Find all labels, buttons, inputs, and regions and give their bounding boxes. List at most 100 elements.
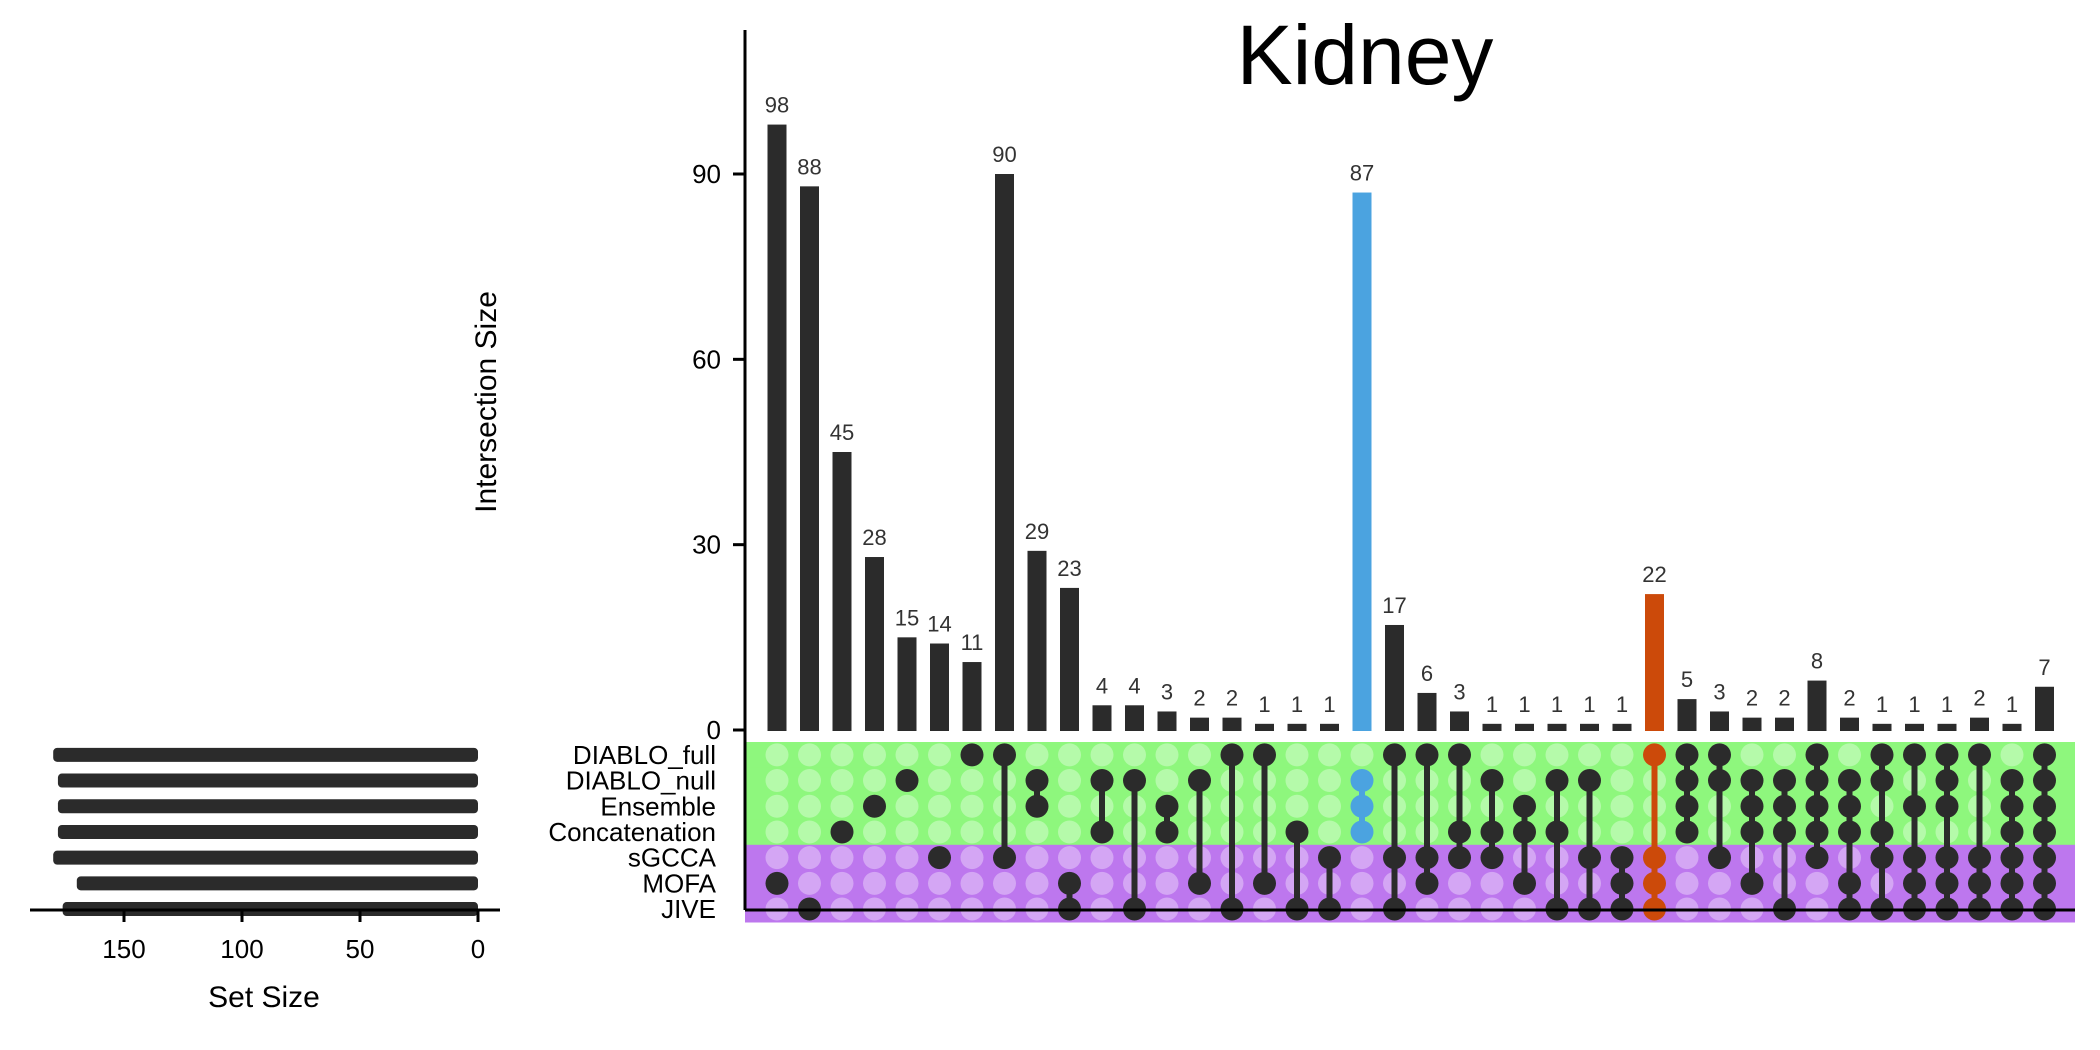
matrix-column	[1610, 743, 1634, 921]
matrix-empty-dot	[928, 820, 951, 844]
intersection-bar	[767, 124, 787, 732]
matrix-empty-dot	[1285, 769, 1309, 793]
matrix-member-dot	[1415, 846, 1439, 870]
set-name-labels: DIABLO_fullDIABLO_nullEnsembleConcatenat…	[548, 740, 716, 924]
matrix-empty-dot	[1513, 743, 1536, 767]
matrix-member-dot	[1838, 794, 1861, 818]
matrix-member-dot	[1480, 769, 1504, 793]
intersection-bar	[1807, 680, 1827, 731]
matrix-column	[1188, 743, 1211, 921]
matrix-member-dot	[1675, 820, 1699, 844]
matrix-empty-dot	[765, 820, 789, 844]
matrix-empty-dot	[1058, 743, 1081, 767]
matrix-empty-dot	[798, 820, 821, 844]
matrix-empty-dot	[1188, 743, 1211, 767]
intersection-count-label: 29	[1025, 519, 1049, 544]
intersection-bar	[1775, 717, 1794, 731]
matrix-member-dot	[1253, 743, 1276, 767]
matrix-column	[2000, 743, 2024, 921]
matrix-column	[1350, 743, 1374, 921]
matrix-member-dot	[1090, 769, 1114, 793]
intersection-count-label: 90	[992, 142, 1016, 167]
matrix-member-dot	[1805, 743, 1829, 767]
matrix-member-dot	[1448, 743, 1471, 767]
intersection-bar	[1872, 723, 1892, 731]
set-name-label: Ensemble	[600, 791, 716, 821]
matrix-column	[1155, 743, 1179, 921]
matrix-empty-dot	[1480, 743, 1504, 767]
matrix-column	[1285, 743, 1309, 921]
intersection-bar	[1515, 723, 1534, 731]
intersection-count-label: 5	[1681, 667, 1693, 692]
set-name-label: DIABLO_null	[566, 766, 716, 796]
intersection-count-label: 98	[765, 93, 789, 118]
intersection-y-ticks: 0 30 60 90	[692, 159, 745, 745]
matrix-member-dot	[1870, 820, 1894, 844]
intersection-count-label: 1	[1551, 692, 1563, 717]
matrix-empty-dot	[1318, 743, 1341, 767]
matrix-member-dot	[993, 846, 1016, 870]
matrix-empty-dot	[895, 846, 919, 870]
matrix-empty-dot	[863, 743, 886, 767]
set-size-axis-title: Set Size	[208, 981, 320, 1014]
intersection-bar	[1222, 717, 1242, 731]
matrix-member-dot	[2033, 769, 2056, 793]
matrix-empty-dot	[1058, 846, 1081, 870]
intersection-count-label: 2	[1778, 686, 1790, 711]
matrix-column	[1675, 743, 1699, 921]
matrix-empty-dot	[1058, 820, 1081, 844]
intersection-count-label: 22	[1642, 562, 1666, 587]
intersection-bar	[832, 452, 852, 731]
intersection-bar	[1710, 711, 1729, 731]
set-name-label: JIVE	[661, 894, 716, 924]
set-size-tick-label: 150	[102, 934, 145, 964]
matrix-member-dot	[2000, 846, 2024, 870]
matrix-empty-dot	[863, 769, 886, 793]
intersection-count-label: 11	[961, 630, 984, 655]
matrix-member-dot	[960, 743, 984, 767]
matrix-member-dot	[1578, 769, 1601, 793]
matrix-empty-dot	[830, 871, 854, 895]
matrix-member-dot	[1838, 820, 1861, 844]
matrix-member-dot	[1740, 769, 1764, 793]
matrix-member-dot	[2000, 871, 2024, 895]
matrix-member-dot	[2033, 743, 2056, 767]
intersection-bar	[1677, 699, 1697, 731]
matrix-member-dot	[1968, 743, 1991, 767]
matrix-empty-dot	[2000, 743, 2024, 767]
set-size-tick-label: 0	[471, 934, 485, 964]
intersection-count-label: 1	[1616, 692, 1628, 717]
intersection-bar	[1352, 192, 1372, 732]
intersection-count-label: 7	[2038, 655, 2050, 680]
matrix-column	[1740, 743, 1764, 921]
matrix-empty-dot	[1318, 794, 1341, 818]
matrix-empty-dot	[1448, 871, 1471, 895]
matrix-member-dot	[1058, 871, 1081, 895]
intersection-count-label: 1	[1486, 692, 1498, 717]
intersection-count-label: 1	[1941, 692, 1953, 717]
intersection-bar	[2002, 723, 2022, 731]
matrix-member-dot	[1123, 769, 1146, 793]
matrix-empty-dot	[863, 820, 886, 844]
matrix-member-dot	[1513, 820, 1536, 844]
matrix-column	[1805, 743, 1829, 921]
matrix-column	[1935, 743, 1959, 921]
matrix-column	[1253, 743, 1276, 921]
matrix-member-dot	[1188, 871, 1211, 895]
matrix-empty-dot	[1675, 846, 1699, 870]
matrix-empty-dot	[1610, 794, 1634, 818]
matrix-empty-dot	[1675, 871, 1699, 895]
matrix-member-dot	[1708, 846, 1731, 870]
intersection-bar	[1255, 723, 1274, 731]
matrix-member-dot	[1188, 769, 1211, 793]
matrix-member-dot	[1773, 820, 1796, 844]
matrix-member-dot	[1383, 846, 1406, 870]
matrix-member-dot	[2000, 820, 2024, 844]
matrix-member-dot	[1090, 820, 1114, 844]
matrix-member-dot	[1643, 743, 1666, 767]
matrix-member-dot	[1935, 794, 1959, 818]
matrix-member-dot	[1838, 871, 1861, 895]
intersection-bar	[1450, 711, 1469, 731]
matrix-empty-dot	[1480, 871, 1504, 895]
set-size-bar	[57, 799, 479, 814]
